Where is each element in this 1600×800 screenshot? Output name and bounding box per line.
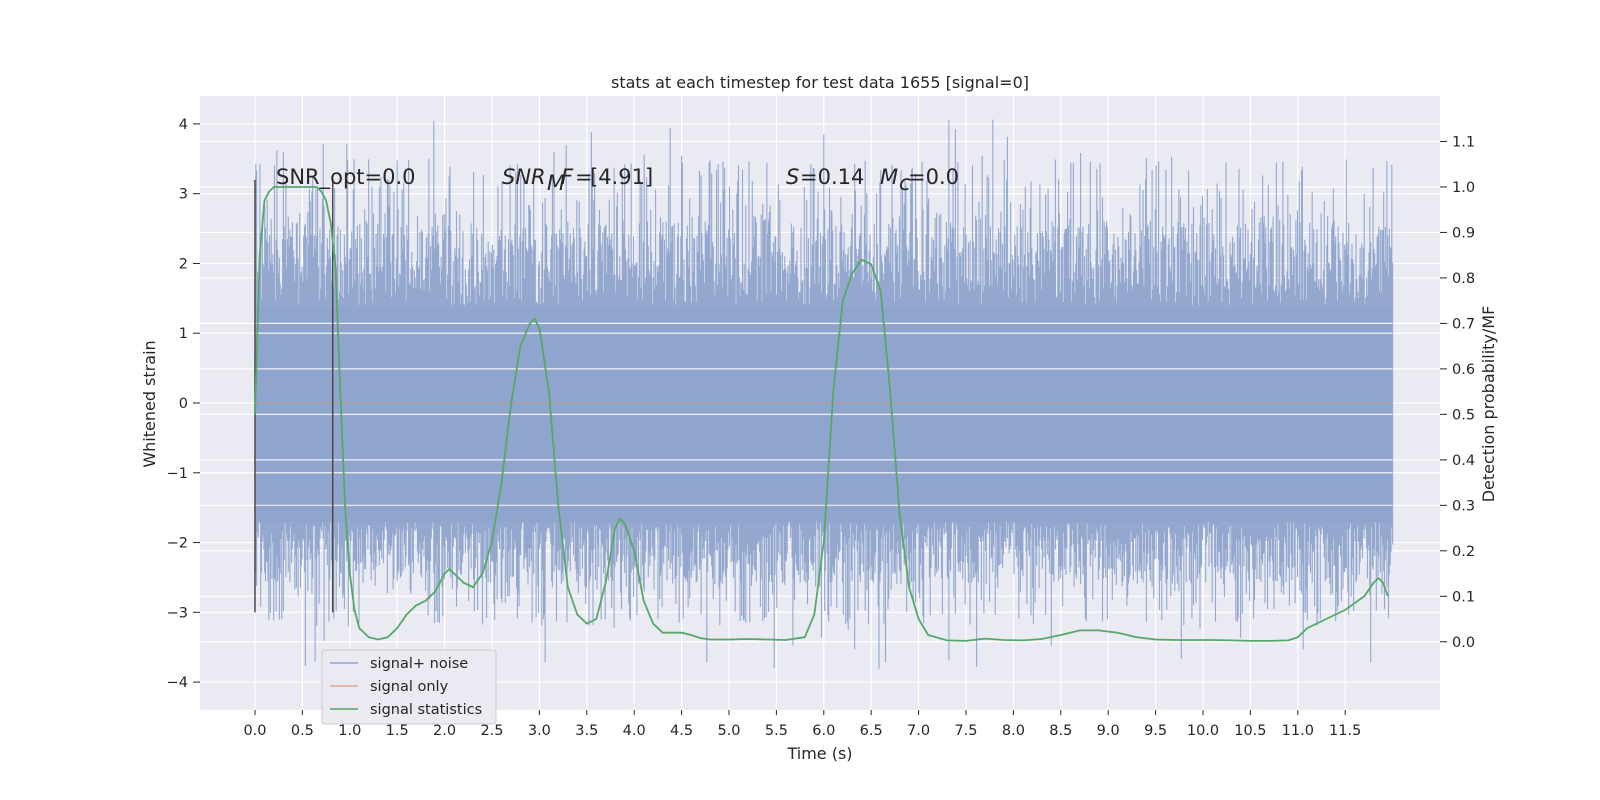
y-tick-label: 1 [179, 326, 188, 342]
y-tick-label: −4 [167, 675, 188, 691]
svg-text:M: M [880, 165, 898, 189]
annotation-mc-value: =0.0 [908, 165, 959, 189]
signal-statistics-series [254, 186, 1389, 642]
legend-label-signal-only: signal only [370, 679, 449, 695]
y-axis-label: Whitened strain [140, 340, 159, 467]
y2-tick-label: 0.5 [1452, 407, 1475, 423]
y-tick-label: −1 [167, 466, 188, 482]
y2-axis-ticks: 0.0 0.1 0.2 0.3 0.4 0.5 0.6 0.7 0.8 0.9 1.0 1.1 [1440, 134, 1475, 651]
svg-text:SNR: SNR [502, 165, 546, 189]
x-axis-label: Time (s) [786, 744, 852, 763]
svg-text:S: S [786, 165, 799, 189]
x-tick-label: 0.5 [291, 723, 314, 739]
y2-tick-label: 0.3 [1452, 498, 1475, 514]
y2-tick-label: 0.9 [1452, 225, 1475, 241]
annotation-mc: M c =0.0 [880, 165, 959, 195]
x-tick-label: 8.0 [1002, 723, 1025, 739]
noise-core [254, 308, 1393, 522]
annotation-s-value: =0.14 [800, 165, 864, 189]
x-tick-label: 10.0 [1187, 723, 1219, 739]
annotation-snr-opt: SNR_opt=0.0 [276, 165, 416, 190]
y-tick-label: 3 [179, 187, 188, 203]
x-tick-label: 9.0 [1097, 723, 1120, 739]
y-tick-label: −3 [167, 605, 188, 621]
x-tick-label: 7.0 [907, 723, 930, 739]
y2-tick-label: 0.7 [1452, 316, 1475, 332]
x-tick-label: 5.0 [717, 723, 740, 739]
y-axis-ticks: −4 −3 −2 −1 0 1 2 3 4 [167, 117, 200, 691]
x-tick-label: 10.5 [1234, 723, 1266, 739]
svg-text:=: = [575, 165, 593, 189]
x-tick-label: 5.5 [765, 723, 788, 739]
x-tick-label: 6.5 [860, 723, 883, 739]
x-tick-label: 8.5 [1049, 723, 1072, 739]
y2-tick-label: 0.4 [1452, 453, 1475, 469]
y-tick-label: 0 [179, 396, 188, 412]
y-tick-label: 4 [179, 117, 188, 133]
y2-tick-label: 0.8 [1452, 271, 1475, 287]
legend: signal+ noise signal only signal statist… [321, 649, 497, 725]
y2-axis-label: Detection probability/MF [1479, 306, 1498, 503]
x-tick-label: 7.5 [954, 723, 977, 739]
x-tick-label: 3.5 [575, 723, 598, 739]
x-tick-label: 2.5 [480, 723, 503, 739]
annotation-snr-mf-value: [4.91] [590, 165, 653, 189]
x-tick-label: 6.0 [812, 723, 835, 739]
y2-tick-label: 0.1 [1452, 589, 1475, 605]
svg-text:F: F [561, 165, 574, 189]
x-tick-label: 1.5 [386, 723, 409, 739]
y2-tick-label: 1.1 [1452, 134, 1475, 150]
chart-title: stats at each timestep for test data 165… [611, 73, 1029, 92]
y2-tick-label: 0.2 [1452, 544, 1475, 560]
x-tick-label: 4.5 [670, 723, 693, 739]
x-tick-label: 4.0 [623, 723, 646, 739]
x-tick-label: 1.0 [338, 723, 361, 739]
annotation-snr-mf: SNR M F = [4.91] [502, 165, 653, 195]
signal-statistics-line [254, 186, 1389, 642]
x-tick-label: 11.0 [1282, 723, 1314, 739]
y2-tick-label: 1.0 [1452, 180, 1475, 196]
legend-box [321, 649, 497, 725]
svg-text:M: M [547, 171, 565, 195]
x-tick-label: 2.0 [433, 723, 456, 739]
x-tick-label: 0.0 [243, 723, 266, 739]
legend-label-signal-noise: signal+ noise [370, 656, 468, 672]
x-tick-label: 3.0 [528, 723, 551, 739]
annotation-s: S =0.14 [786, 165, 864, 189]
legend-label-signal-statistics: signal statistics [370, 702, 482, 718]
x-axis-ticks: 0.0 0.5 1.0 1.5 2.0 2.5 3.0 3.5 4.0 4.5 5.0 5.5 6.0 6… [243, 710, 1361, 739]
y2-tick-label: 0.0 [1452, 635, 1475, 651]
y-tick-label: 2 [179, 256, 188, 272]
x-tick-label: 11.5 [1329, 723, 1361, 739]
x-tick-label: 9.5 [1144, 723, 1167, 739]
y-tick-label: −2 [167, 536, 188, 552]
svg-text:c: c [899, 171, 911, 195]
y2-tick-label: 0.6 [1452, 362, 1475, 378]
